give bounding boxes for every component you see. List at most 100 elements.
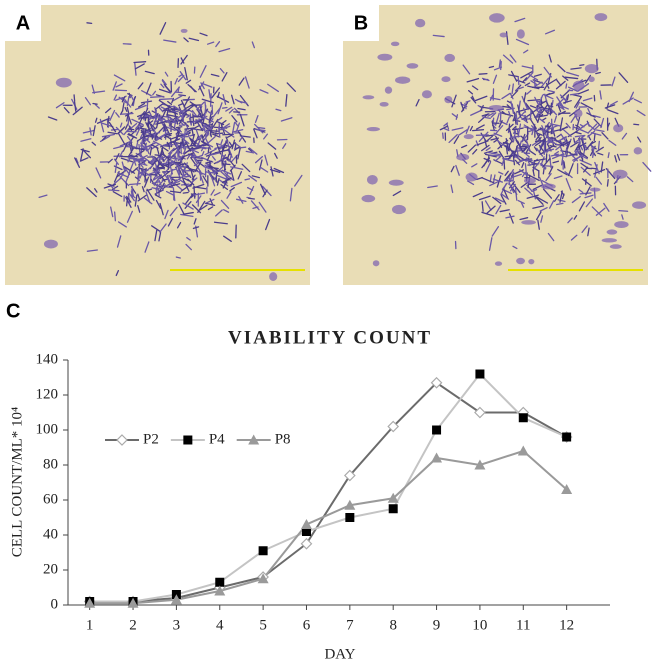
- cell: [491, 120, 495, 131]
- cell: [521, 77, 528, 83]
- cell: [572, 155, 584, 161]
- cell: [450, 165, 455, 173]
- cell: [237, 171, 243, 180]
- cell: [565, 83, 568, 89]
- cell: [38, 194, 48, 199]
- cell: [183, 37, 189, 43]
- cell: [263, 133, 269, 140]
- cell: [210, 189, 215, 196]
- cell: [503, 172, 512, 182]
- cell: [595, 146, 604, 153]
- cell: [465, 100, 471, 103]
- cell: [197, 161, 205, 168]
- cell: [524, 82, 531, 87]
- cell: [593, 132, 596, 142]
- cell: [508, 84, 511, 91]
- cell: [172, 179, 177, 186]
- cell: [167, 117, 171, 127]
- panel-label: C: [6, 300, 20, 322]
- cell: [130, 142, 134, 151]
- cell: [230, 94, 235, 105]
- cell: [146, 188, 153, 192]
- cell: [597, 140, 600, 151]
- cell: [493, 132, 503, 137]
- cell: [470, 109, 483, 116]
- cell: [211, 87, 221, 99]
- cell: [167, 156, 170, 170]
- cell: [581, 225, 588, 234]
- cell: [481, 177, 495, 184]
- cell: [185, 243, 193, 251]
- cell: [122, 142, 128, 152]
- marker: [561, 484, 573, 494]
- cell: [135, 124, 142, 129]
- cell: [146, 147, 150, 155]
- cell: [163, 83, 172, 93]
- cell: [515, 112, 519, 126]
- cell: [201, 98, 214, 104]
- cell: [516, 257, 525, 265]
- cell: [202, 83, 213, 88]
- cell: [144, 70, 155, 75]
- cell: [138, 143, 142, 158]
- cell: [633, 98, 642, 104]
- cell: [472, 191, 484, 198]
- cell: [591, 167, 598, 170]
- cell: [164, 132, 173, 136]
- cell: [140, 116, 149, 119]
- cell: [136, 111, 150, 118]
- cell: [196, 101, 205, 111]
- cell: [126, 135, 133, 143]
- cell: [160, 106, 167, 111]
- cell: [201, 140, 209, 147]
- cell: [185, 141, 192, 152]
- cell: [489, 97, 501, 101]
- cell: [129, 154, 139, 158]
- cell: [195, 115, 203, 118]
- cell: [185, 128, 190, 137]
- cell: [226, 134, 233, 139]
- cell: [469, 125, 474, 132]
- cell: [541, 183, 556, 190]
- cell: [593, 168, 606, 175]
- y-tick-label: 120: [36, 386, 59, 402]
- cell: [237, 107, 246, 111]
- cell: [485, 161, 492, 173]
- cell: [509, 92, 514, 100]
- cell: [571, 195, 581, 204]
- cell: [592, 114, 601, 119]
- cell: [600, 117, 605, 129]
- cell: [163, 39, 177, 43]
- cell: [546, 78, 558, 86]
- cell: [421, 90, 432, 99]
- cell: [186, 154, 191, 160]
- cell: [197, 200, 206, 214]
- cell: [594, 124, 601, 130]
- legend-label: P2: [143, 431, 159, 447]
- cell: [253, 128, 258, 139]
- cell: [227, 158, 236, 168]
- cell: [201, 150, 205, 157]
- cell: [475, 124, 485, 130]
- cell: [528, 259, 535, 265]
- cell: [146, 120, 154, 126]
- cell: [222, 94, 227, 105]
- cell: [547, 89, 556, 93]
- cell: [150, 155, 161, 164]
- cell: [204, 198, 215, 205]
- cell: [94, 104, 100, 109]
- cell: [585, 140, 594, 151]
- cell: [525, 102, 534, 114]
- cell: [467, 144, 477, 153]
- cell: [559, 190, 563, 203]
- cell: [579, 124, 585, 128]
- cell: [552, 160, 560, 164]
- cell: [174, 157, 182, 161]
- cell: [587, 227, 590, 237]
- cell: [166, 108, 169, 117]
- cell: [441, 76, 451, 83]
- cell: [114, 97, 124, 101]
- cell: [521, 65, 533, 69]
- cell: [126, 113, 129, 122]
- cell: [613, 124, 624, 133]
